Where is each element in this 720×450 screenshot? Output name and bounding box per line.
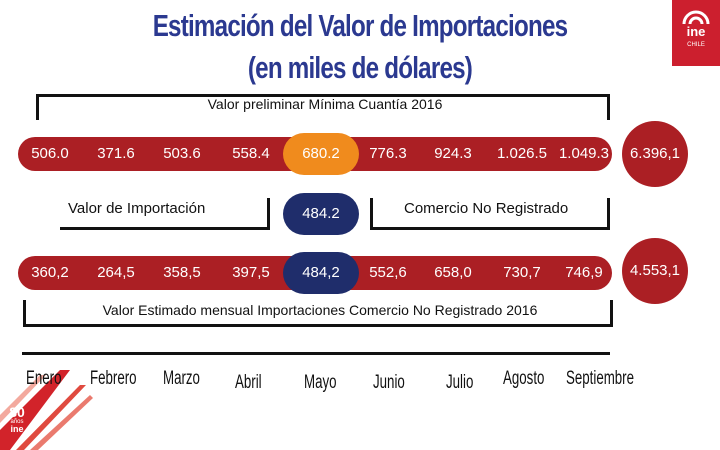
anniversary-number: 80 <box>9 404 25 420</box>
month-label: Mayo <box>304 372 337 393</box>
month-label: Agosto <box>503 368 545 389</box>
month-label: Junio <box>373 372 405 393</box>
row2-value: 746,9 <box>565 264 603 281</box>
top-bracket <box>36 94 610 120</box>
arc-icon <box>682 10 710 24</box>
row2-value: 730,7 <box>503 264 541 281</box>
row1-value: 503.6 <box>163 145 201 162</box>
import-value-bracket <box>60 198 270 230</box>
import-value-label: Valor de Importación <box>68 200 206 217</box>
month-label: Septiembre <box>566 368 635 389</box>
row2-value: 397,5 <box>232 264 270 281</box>
row2-total: 4.553,1 <box>622 238 688 304</box>
row1-highlight-may: 680.2 <box>283 133 359 175</box>
logo-subtitle: CHILE <box>687 42 705 48</box>
row1-value: 1.049.3 <box>558 145 610 162</box>
month-label: Febrero <box>90 368 137 389</box>
decorative-stripes <box>0 370 93 450</box>
row2-value: 360,2 <box>31 264 69 281</box>
unregistered-trade-label: Comercio No Registrado <box>404 200 569 217</box>
logo-brand: ine <box>686 24 706 39</box>
row2-highlight-may: 484,2 <box>283 252 359 294</box>
anniversary-word: años <box>10 419 24 425</box>
month-axis <box>22 352 610 355</box>
row1-value: 776.3 <box>369 145 407 162</box>
row2-value: 358,5 <box>163 264 201 281</box>
bottom-bracket-label: Valor Estimado mensual Importaciones Com… <box>102 302 538 318</box>
row1-total: 6.396,1 <box>622 121 688 187</box>
month-label: Marzo <box>163 368 200 389</box>
month-label: Julio <box>446 372 474 393</box>
row2-value: 552,6 <box>369 264 407 281</box>
row1-value: 558.4 <box>232 145 270 162</box>
bottom-bracket <box>23 300 613 327</box>
month-label: Abril <box>235 372 262 393</box>
ine-logo: ine CHILE <box>672 0 720 66</box>
month-label: Enero <box>26 368 62 389</box>
page-title-line1: Estimación del Valor de Importaciones <box>152 8 568 43</box>
center-value: 484.2 <box>283 193 359 235</box>
row1-value: 1.026.5 <box>496 145 548 162</box>
page-title-line2: (en miles de dólares) <box>247 50 473 85</box>
row1-value: 371.6 <box>97 145 135 162</box>
row1-value: 924.3 <box>434 145 472 162</box>
row1-value: 506.0 <box>31 145 69 162</box>
row2-value: 658,0 <box>434 264 472 281</box>
anniversary-badge: 80 años ine <box>4 404 30 434</box>
row2-value: 264,5 <box>97 264 135 281</box>
unregistered-trade-bracket <box>370 198 610 230</box>
top-bracket-label: Valor preliminar Mínima Cuantía 2016 <box>207 96 443 112</box>
anniversary-brand: ine <box>10 424 24 434</box>
